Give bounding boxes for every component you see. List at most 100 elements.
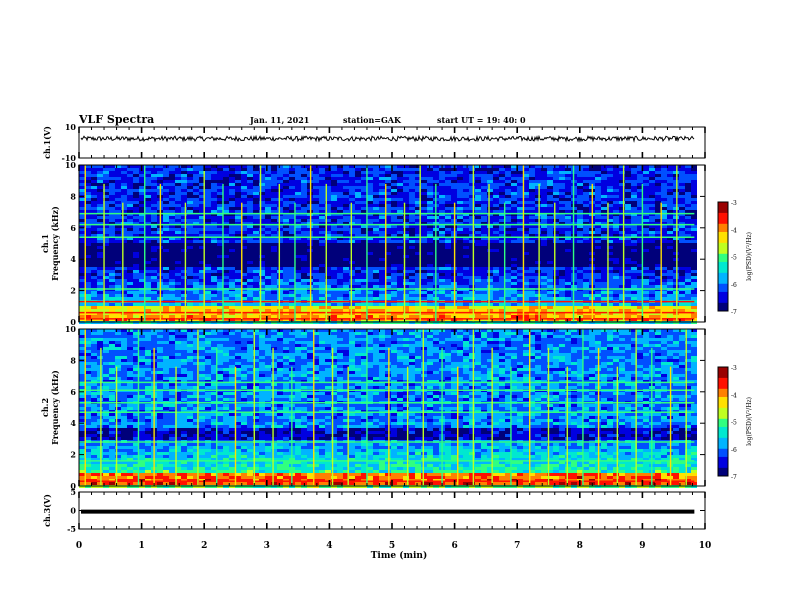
ch1-spectrogram-cell (211, 246, 217, 249)
ch1-spectrogram-cell (127, 171, 133, 174)
ch1-spectrogram-cell (499, 273, 505, 276)
ch1-spectrogram-cell (265, 210, 271, 213)
ch1-spectrogram-cell (535, 165, 541, 168)
ch1-spectrogram-cell (295, 213, 301, 216)
ch1-spectrogram-cell (379, 195, 385, 198)
ch1-spectrogram-cell (637, 180, 643, 183)
ch1-spectrogram-cell (619, 273, 625, 276)
ch1-spectrogram-cell (397, 186, 403, 189)
ch1-spectrogram-cell (259, 297, 265, 300)
ch1-spectrogram-cell (511, 198, 517, 201)
ch1-spectrogram-cell (265, 207, 271, 210)
ch1-spectrogram-cell (289, 234, 295, 237)
ch1-spectrogram-cell (319, 210, 325, 213)
ch1-spectrogram-cell (367, 291, 373, 294)
ch1-spectrogram-cell (373, 213, 379, 216)
ch1-spectrogram-cell (619, 225, 625, 228)
ch1-spectrogram-cell (511, 222, 517, 225)
ch1-spectrogram-cell (181, 177, 187, 180)
ch1-spectrogram-cell (487, 240, 493, 243)
ch1-spectrogram-cell (319, 177, 325, 180)
ch1-spectrogram-cell (199, 261, 205, 264)
ch1-spectrogram-cell (265, 291, 271, 294)
ch1-spectrogram-cell (145, 264, 151, 267)
ch1-spectrogram-cell (325, 207, 331, 210)
ch1-spectrogram-cell (361, 243, 367, 246)
ch1-spectrogram-cell (619, 189, 625, 192)
ch1-spectrogram-cell (517, 183, 523, 186)
ch1-spectrogram-cell (301, 228, 307, 231)
ch1-spectrogram-cell (511, 210, 517, 213)
ch1-spectrogram-cell (535, 210, 541, 213)
ch1-spectrogram-cell (271, 183, 277, 186)
ch1-spectrogram-cell (175, 276, 181, 279)
ch1-spectrogram-cell (487, 273, 493, 276)
ch1-spectrogram-cell (565, 276, 571, 279)
ch1-spectrogram-cell (607, 198, 613, 201)
ch1-spectrogram-cell (517, 171, 523, 174)
ch1-spectrogram-cell (139, 234, 145, 237)
ch1-spectrogram-cell (499, 204, 505, 207)
ch1-spectrogram-cell (481, 276, 487, 279)
ch1-spectrogram-cell (319, 165, 325, 168)
ch1-spectrogram-cell (163, 186, 169, 189)
ch1-spectrogram-cell (265, 213, 271, 216)
ch1-spectrogram-cell (379, 204, 385, 207)
ch1-spectrogram-cell (283, 168, 289, 171)
ch1-spectrogram-cell (187, 192, 193, 195)
ch1-spectrogram-cell (115, 264, 121, 267)
ch1-spectrogram-cell (133, 240, 139, 243)
ch1-spectrogram-cell (379, 192, 385, 195)
ch1-spectrogram-cell (421, 225, 427, 228)
ch1-spectrogram-cell (517, 216, 523, 219)
ch1-spectrogram-cell (535, 201, 541, 204)
ch1-spectrogram-cell (115, 267, 121, 270)
ch1-spectrogram-cell (427, 213, 433, 216)
ch1-spectrogram-cell (247, 276, 253, 279)
ch1-spectrogram-cell (121, 183, 127, 186)
ch1-spectrogram-cell (355, 276, 361, 279)
ch1-spectrogram-cell (169, 177, 175, 180)
ch1-spectrogram-cell (241, 198, 247, 201)
ch1-spectrogram-cell (97, 252, 103, 255)
ch1-spectrogram-cell (247, 216, 253, 219)
ch1-spectrogram-cell (493, 258, 499, 261)
ch1-spectrogram-cell (271, 303, 277, 306)
ch1-spectrogram-cell (271, 213, 277, 216)
ch1-spectrogram-cell (595, 249, 601, 252)
ch1-spectrogram-cell (145, 297, 151, 300)
ch1-spectrogram-cell (529, 252, 535, 255)
ch1-spectrogram-cell (103, 267, 109, 270)
ch1-spectrogram-cell (205, 249, 211, 252)
ch1-spectrogram-cell (109, 177, 115, 180)
ch1-spectrogram-cell (325, 189, 331, 192)
ch1-spectrogram-cell (607, 171, 613, 174)
ch1-spectrogram-cell (145, 204, 151, 207)
ch1-spectrogram-cell (463, 279, 469, 282)
ch1-spectrogram-cell (679, 171, 685, 174)
ch1-spectrogram-cell (241, 279, 247, 282)
ch1-spectrogram-cell (559, 216, 565, 219)
ch1-spectrogram-cell (319, 216, 325, 219)
ch1-spectrogram-cell (643, 243, 649, 246)
ch1-spectrogram-cell (691, 216, 697, 219)
ch1-spectrogram-cell (193, 285, 199, 288)
ch1-spectrogram-cell (637, 192, 643, 195)
ch1-spectrogram-cell (445, 177, 451, 180)
ch1-spectrogram-cell (577, 237, 583, 240)
ch1-spectrogram-cell (103, 279, 109, 282)
ch1-spectrogram-cell (301, 282, 307, 285)
ch1-spectrogram-cell (247, 228, 253, 231)
ch1-spectrogram-cell (283, 204, 289, 207)
ch1-spectrogram-cell (367, 231, 373, 234)
ch1-spectrogram-cell (205, 294, 211, 297)
ch1-spectrogram-cell (535, 207, 541, 210)
ch1-spectrogram-cell (109, 240, 115, 243)
ch1-spectrogram-cell (199, 204, 205, 207)
ch1-spectrogram-cell (607, 237, 613, 240)
ch1-spectrogram-cell (169, 222, 175, 225)
ch1-spectrogram-cell (637, 294, 643, 297)
ch1-spectrogram-cell (577, 267, 583, 270)
ch1-spectrogram-cell (505, 294, 511, 297)
ch1-spectrogram-cell (397, 207, 403, 210)
